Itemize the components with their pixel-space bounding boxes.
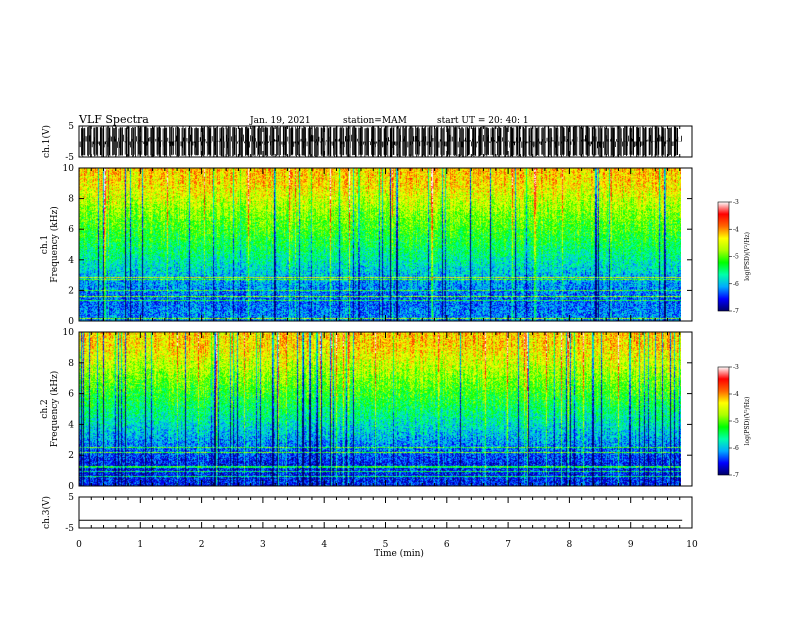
ch1-spectrogram-ytick-label: 8 bbox=[68, 195, 74, 205]
ch1-colorbar-bar bbox=[717, 201, 730, 312]
ch1-y-axis-label: ch.1(V) bbox=[41, 125, 52, 158]
ch1-colorbar-tick-label: -5 bbox=[733, 254, 739, 261]
ch1-colorbar-tick-label: -4 bbox=[733, 226, 739, 233]
ch3-waveform-panel: ch.3(V) 5 -5 bbox=[41, 493, 693, 534]
ch2-colorbar-tick-label: -7 bbox=[733, 472, 739, 479]
ch3-ytick-label: 5 bbox=[68, 493, 74, 503]
date-label: Jan. 19, 2021 bbox=[249, 116, 311, 126]
ch3-y-axis-label: ch.3(V) bbox=[41, 496, 52, 529]
ch2-spectrogram-ytick-label: 6 bbox=[68, 390, 74, 400]
ch2-spectrogram-ytick-label: 10 bbox=[63, 328, 75, 338]
ch3-ytick-label: -5 bbox=[65, 524, 74, 534]
ch2-spectrogram-ytick-label: 0 bbox=[68, 482, 74, 492]
x-tick-label: 6 bbox=[444, 540, 450, 550]
ch1-ytick-label: -5 bbox=[65, 153, 74, 163]
time-axis: Time (min) 0 1 2 3 4 5 6 7 8 9 10 bbox=[76, 540, 698, 559]
ch1-colorbar-tick-label: -3 bbox=[733, 199, 739, 206]
ch1-spectrogram-ytick-label: 2 bbox=[68, 286, 74, 296]
ch2-colorbar-tick-label: -6 bbox=[733, 445, 739, 452]
ch1-colorbar-label: log(PSD)(V²/Hz) bbox=[744, 232, 751, 281]
ch1-ytick-label: 5 bbox=[68, 122, 74, 132]
ch1-spectrogram-ytick-label: 10 bbox=[63, 164, 75, 174]
ch1-spectrogram-ytick-label: 0 bbox=[68, 317, 74, 327]
ch2-colorbar-tick-label: -4 bbox=[733, 391, 739, 398]
ch2-colorbar-label: log(PSD)(V²/Hz) bbox=[744, 397, 751, 446]
station-label: station=MAM bbox=[343, 116, 407, 126]
x-tick-label: 4 bbox=[321, 540, 327, 550]
ch2-spectrogram-ytick-label: 4 bbox=[68, 420, 74, 430]
start-time-label: start UT = 20: 40: 1 bbox=[437, 116, 529, 126]
x-tick-label: 7 bbox=[505, 540, 511, 550]
ch1-waveform-panel: ch.1(V) 5 -5 bbox=[41, 122, 693, 163]
x-tick-label: 2 bbox=[199, 540, 205, 550]
x-tick-label: 10 bbox=[686, 540, 698, 550]
ch1-colorbar-tick-label: -7 bbox=[733, 308, 739, 315]
ch1-spectrogram-panel: ch.1 Frequency (kHz) 0 2 4 6 8 10 bbox=[40, 164, 693, 327]
ch2-y-axis-label-frequency: Frequency (kHz) bbox=[49, 371, 60, 448]
x-tick-label: 5 bbox=[383, 540, 389, 550]
ch1-spectrogram-image bbox=[79, 168, 681, 321]
ch1-waveform-trace bbox=[78, 126, 682, 157]
x-tick-label: 1 bbox=[137, 540, 143, 550]
ch2-y-axis-label-channel: ch.2 bbox=[40, 399, 50, 418]
ch1-y-axis-label-frequency: Frequency (kHz) bbox=[49, 206, 60, 283]
x-axis-label: Time (min) bbox=[374, 548, 424, 559]
ch2-spectrogram-ytick-label: 8 bbox=[68, 359, 74, 369]
ch1-y-axis-label-channel: ch.1 bbox=[40, 235, 50, 254]
ch1-spectrogram-ytick-label: 6 bbox=[68, 225, 74, 235]
ch2-colorbar-tick-label: -5 bbox=[733, 418, 739, 425]
ch1-spectrogram-ytick-label: 4 bbox=[68, 256, 74, 266]
ch2-spectrogram-image bbox=[79, 332, 681, 486]
x-tick-label: 0 bbox=[76, 540, 82, 550]
ch2-spectrogram-panel: ch.2 Frequency (kHz) 0 2 4 6 8 10 bbox=[40, 328, 693, 492]
figure-title: VLF Spectra bbox=[78, 113, 149, 126]
ch2-colorbar-bar bbox=[717, 366, 730, 476]
ch2-spectrogram-ytick-label: 2 bbox=[68, 451, 74, 461]
ch2-colorbar: log(PSD)(V²/Hz) -3 -4 -5 -6 -7 bbox=[717, 364, 751, 479]
ch2-colorbar-tick-label: -3 bbox=[733, 364, 739, 371]
x-tick-label: 8 bbox=[567, 540, 573, 550]
x-tick-label: 3 bbox=[260, 540, 266, 550]
x-tick-label: 9 bbox=[628, 540, 634, 550]
ch1-colorbar-tick-label: -6 bbox=[733, 281, 739, 288]
ch1-colorbar: log(PSD)(V²/Hz) -3 -4 -5 -6 -7 bbox=[717, 199, 751, 315]
